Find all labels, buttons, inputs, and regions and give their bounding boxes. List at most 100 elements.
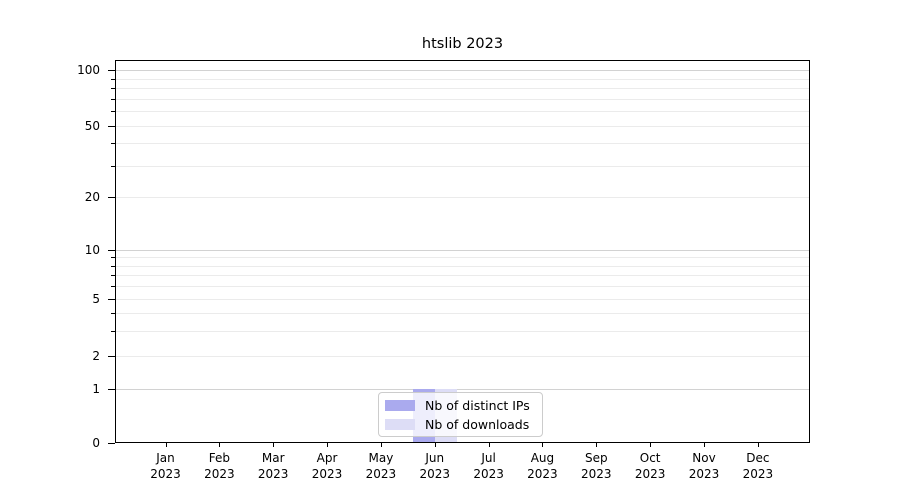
x-tick-label: Mar 2023 [246, 450, 300, 482]
x-tick-mark [273, 443, 275, 447]
x-tick-label: Oct 2023 [623, 450, 677, 482]
x-tick-year: 2023 [527, 467, 558, 481]
x-tick-mark [542, 443, 544, 447]
x-tick-mark [219, 443, 221, 447]
x-tick-year: 2023 [311, 467, 343, 481]
y-tick-mark [108, 389, 115, 390]
x-tick-month: Dec [746, 451, 770, 465]
gridline-minor [116, 111, 809, 113]
gridline-minor [116, 78, 809, 80]
gridline-minor [116, 98, 809, 100]
gridline-minor [116, 165, 809, 167]
x-tick-month: Feb [208, 451, 230, 465]
x-tick-year: 2023 [419, 467, 451, 481]
y-minor-tick-mark [111, 286, 115, 288]
gridline-minor [116, 257, 809, 259]
x-tick-year: 2023 [634, 467, 666, 481]
gridline-major [116, 70, 809, 71]
gridline-minor [116, 286, 809, 288]
y-tick-mark [108, 126, 115, 127]
x-tick-mark [327, 443, 329, 447]
gridline-minor [116, 356, 809, 357]
x-tick-month: May [368, 451, 394, 465]
x-tick-month: Jan [156, 451, 175, 465]
x-tick-year: 2023 [257, 467, 289, 481]
x-tick-month: Aug [530, 451, 555, 465]
y-minor-tick-mark [111, 265, 115, 267]
legend-item-downloads: Nb of downloads [385, 416, 536, 432]
x-tick-month: Sep [584, 451, 608, 465]
x-tick-month: Jun [425, 451, 445, 465]
gridline-minor [116, 275, 809, 277]
x-tick-label: Aug 2023 [515, 450, 569, 482]
y-tick-label: 2 [92, 349, 100, 363]
y-tick-mark [108, 197, 115, 198]
y-minor-tick-mark [111, 88, 115, 90]
x-tick-mark [596, 443, 598, 447]
x-tick-label: May 2023 [354, 450, 408, 482]
y-minor-tick-mark [111, 330, 115, 332]
gridline-minor [116, 312, 809, 314]
y-minor-tick-mark [111, 275, 115, 277]
x-tick-label: Apr 2023 [300, 450, 354, 482]
x-tick-month: Nov [692, 451, 716, 465]
gridline-minor [116, 265, 809, 267]
y-tick-label: 100 [77, 63, 100, 77]
x-tick-mark [434, 443, 436, 447]
x-tick-month: Mar [261, 451, 285, 465]
x-tick-mark [380, 443, 382, 447]
y-tick-label: 50 [84, 119, 100, 133]
x-tick-month: Apr [316, 451, 338, 465]
x-tick-month: Jul [481, 451, 496, 465]
plot-area [115, 60, 810, 443]
x-tick-year: 2023 [742, 467, 774, 481]
x-tick-label: Jul 2023 [462, 450, 516, 482]
y-minor-tick-mark [111, 111, 115, 113]
x-tick-mark [704, 443, 705, 447]
x-tick-label: Dec 2023 [731, 450, 785, 482]
legend-swatch-distinct-ips [385, 399, 415, 411]
y-tick-mark [108, 250, 115, 251]
legend-label-distinct-ips: Nb of distinct IPs [425, 397, 530, 413]
y-tick-label: 5 [92, 292, 100, 306]
gridline-minor [116, 143, 809, 145]
gridline-minor [116, 299, 809, 300]
x-tick-label: Jan 2023 [139, 450, 193, 482]
x-tick-label: Sep 2023 [569, 450, 623, 482]
x-tick-mark [650, 443, 652, 447]
y-minor-tick-mark [111, 143, 115, 145]
x-tick-year: 2023 [150, 467, 181, 481]
chart-title: htslib 2023 [421, 36, 504, 52]
gridline-major [116, 389, 809, 390]
y-tick-label: 1 [92, 382, 100, 396]
x-tick-year: 2023 [581, 467, 612, 481]
y-tick-mark [108, 356, 115, 357]
x-tick-mark [757, 443, 759, 447]
x-tick-year: 2023 [365, 467, 397, 481]
gridline-major [116, 250, 809, 251]
x-tick-mark [488, 443, 490, 447]
legend: Nb of distinct IPs Nb of downloads [378, 392, 543, 437]
y-minor-tick-mark [111, 78, 115, 80]
x-tick-label: Feb 2023 [192, 450, 246, 482]
y-tick-mark [108, 70, 115, 71]
legend-item-distinct-ips: Nb of distinct IPs [385, 397, 536, 413]
y-tick-mark [108, 443, 115, 444]
y-minor-tick-mark [111, 165, 115, 167]
x-tick-month: Oct [639, 451, 661, 465]
x-tick-label: Jun 2023 [408, 450, 462, 482]
y-tick-label: 0 [92, 436, 100, 450]
x-tick-year: 2023 [204, 467, 235, 481]
y-minor-tick-mark [111, 257, 115, 259]
x-tick-year: 2023 [688, 467, 720, 481]
gridline-minor [116, 88, 809, 90]
y-minor-tick-mark [111, 98, 115, 100]
legend-swatch-downloads [385, 418, 415, 430]
gridline-minor [116, 330, 809, 332]
x-tick-year: 2023 [473, 467, 504, 481]
y-tick-mark [108, 299, 115, 300]
gridline-minor [116, 126, 809, 127]
legend-label-downloads: Nb of downloads [425, 416, 530, 432]
x-tick-mark [165, 443, 167, 447]
y-tick-label: 10 [84, 243, 100, 257]
